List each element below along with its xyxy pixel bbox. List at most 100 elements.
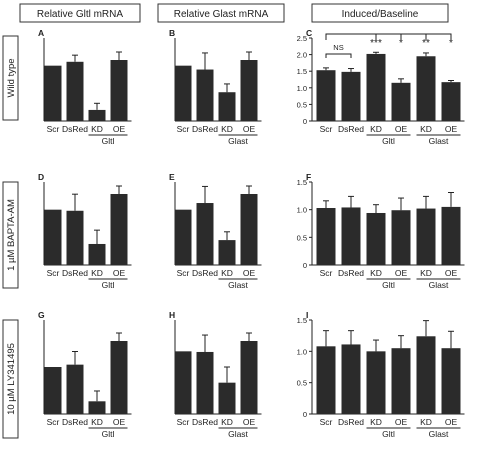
bar [441, 206, 461, 265]
bar [44, 209, 62, 265]
bar [240, 341, 258, 414]
panel-e: E Scr DsRed KD OE Glast [169, 172, 262, 290]
bar [416, 208, 436, 265]
bar [341, 344, 361, 414]
bar [240, 194, 258, 265]
bar [44, 65, 62, 121]
category-label: OE [445, 124, 458, 134]
category-label: OE [445, 417, 458, 427]
y-tick-label: 0.5 [297, 100, 307, 109]
group-label: Gltl [102, 136, 115, 146]
panel-a: A Scr DsRed KD OE Gltl [38, 28, 132, 146]
bar [174, 65, 192, 121]
group-label: Glast [228, 429, 248, 439]
bar [218, 382, 236, 414]
category-label: KD [370, 417, 382, 427]
bar [441, 348, 461, 414]
category-label: KD [420, 268, 432, 278]
y-tick-label: 2.0 [297, 51, 307, 60]
axis-break-mark [239, 46, 259, 49]
sig-kd-glast: ** [422, 38, 430, 49]
ns-label: NS [333, 43, 343, 52]
sig-kd-gltl: *** [370, 38, 382, 49]
category-label: OE [243, 268, 256, 278]
group-label: Gltl [102, 429, 115, 439]
axis-break-mark [239, 328, 259, 331]
bar [416, 56, 436, 122]
bar [316, 346, 336, 414]
category-label: DsRed [338, 268, 364, 278]
group-label: Glast [228, 280, 248, 290]
panel-letter: H [169, 310, 175, 320]
category-label: Scr [320, 124, 333, 134]
group-label: Gltl [102, 280, 115, 290]
bar [66, 364, 84, 414]
bar [110, 341, 128, 414]
bracket-ns [325, 53, 352, 58]
col2-header-box [157, 3, 285, 23]
bar [110, 194, 128, 265]
sig-oe-glast: * [449, 38, 453, 49]
col1-header: Relative Gltl mRNA [37, 9, 123, 20]
col3-header: Induced/Baseline [342, 9, 419, 20]
category-label: OE [113, 417, 126, 427]
category-label: DsRed [192, 124, 218, 134]
bar [218, 92, 236, 121]
row2-label: 1 µM BAPTA-AM [6, 199, 17, 271]
category-label: KD [91, 268, 103, 278]
panel-letter: F [306, 172, 311, 182]
panel-h: H Scr DsRed KD OE Glast [169, 310, 262, 439]
category-label: KD [91, 417, 103, 427]
group-label: Glast [429, 429, 449, 439]
category-label: KD [221, 124, 233, 134]
category-label: KD [420, 124, 432, 134]
col1-header-box [19, 3, 141, 23]
y-tick-label: 0 [303, 410, 307, 419]
y-tick-label: 1.0 [297, 84, 307, 93]
group-label: Gltl [382, 136, 395, 146]
bar [196, 69, 214, 121]
bracket-top [325, 33, 452, 40]
category-label: OE [243, 417, 256, 427]
bar [218, 240, 236, 265]
column-headers: Relative Gltl mRNA Relative Glast mRNA I… [19, 3, 449, 23]
panel-c-significance: NS *** * ** * [325, 33, 453, 58]
bar [240, 60, 258, 121]
panel-letter: E [169, 172, 175, 182]
y-tick-label: 1.5 [297, 178, 307, 187]
category-label: DsRed [192, 417, 218, 427]
panel-letter: G [38, 310, 45, 320]
category-label: KD [370, 124, 382, 134]
bar [366, 53, 386, 121]
category-label: KD [370, 268, 382, 278]
category-label: OE [395, 417, 408, 427]
panel-letter: B [169, 28, 175, 38]
panel-letter: D [38, 172, 44, 182]
group-label: Glast [429, 136, 449, 146]
category-label: OE [243, 124, 256, 134]
bar [441, 82, 461, 121]
bar [416, 336, 436, 414]
category-label: OE [395, 268, 408, 278]
row2-label-box [2, 181, 19, 289]
category-label: DsRed [62, 268, 88, 278]
category-label: Scr [320, 417, 333, 427]
category-label: OE [395, 124, 408, 134]
bar [88, 109, 106, 121]
category-label: OE [113, 124, 126, 134]
bar [341, 207, 361, 265]
category-label: OE [113, 268, 126, 278]
bar [196, 351, 214, 414]
bar [66, 210, 84, 265]
bar [88, 243, 106, 265]
y-tick-label: 0.5 [297, 233, 307, 242]
y-tick-label: 1.0 [297, 206, 307, 215]
panel-letter: I [306, 310, 308, 320]
col3-header-box [311, 3, 449, 23]
bar [174, 351, 192, 414]
category-label: Scr [177, 417, 190, 427]
